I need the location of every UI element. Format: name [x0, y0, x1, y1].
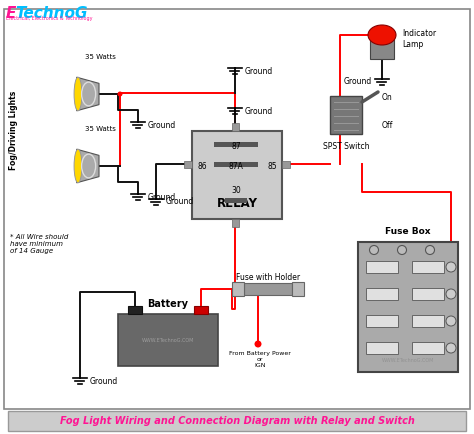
Bar [366, 288, 398, 300]
Bar [330, 96, 362, 134]
Circle shape [370, 246, 379, 254]
Bar [282, 161, 290, 168]
Text: Ground: Ground [245, 106, 273, 115]
Text: Battery: Battery [147, 299, 189, 309]
Polygon shape [77, 149, 99, 183]
Text: SPST Switch: SPST Switch [323, 142, 369, 151]
Text: WWW.ETechnoG.COM: WWW.ETechnoG.COM [142, 338, 194, 342]
Text: From Battery Power
or
IGN: From Battery Power or IGN [229, 351, 291, 368]
Text: Fog Light Wiring and Connection Diagram with Relay and Switch: Fog Light Wiring and Connection Diagram … [60, 416, 414, 426]
Bar [366, 261, 398, 273]
Text: Ground: Ground [166, 197, 194, 207]
Text: On: On [382, 93, 393, 102]
Text: Fuse with Holder: Fuse with Holder [236, 273, 300, 282]
Text: 35 Watts: 35 Watts [84, 126, 116, 132]
Circle shape [446, 289, 456, 299]
Bar [8, 411, 466, 431]
Text: Off: Off [382, 122, 393, 131]
Bar [232, 219, 239, 227]
Bar [358, 242, 458, 372]
Bar [366, 315, 398, 327]
Circle shape [446, 343, 456, 353]
Text: Ground: Ground [148, 193, 176, 201]
Text: WWW.ETechnoG.COM: WWW.ETechnoG.COM [382, 358, 434, 362]
Ellipse shape [74, 149, 82, 183]
Circle shape [426, 246, 435, 254]
Text: E: E [6, 6, 17, 21]
Bar [412, 288, 444, 300]
Bar [214, 142, 258, 147]
Bar [366, 342, 398, 354]
Bar [184, 161, 192, 168]
Bar [232, 123, 239, 131]
Text: 87: 87 [231, 142, 241, 151]
Circle shape [446, 316, 456, 326]
Bar [412, 261, 444, 273]
Text: Electrical, Electronics & Technology: Electrical, Electronics & Technology [6, 16, 92, 21]
Bar [244, 283, 292, 295]
Text: 30: 30 [231, 186, 241, 195]
Bar [232, 282, 244, 296]
Bar [225, 198, 247, 203]
Bar [128, 306, 142, 314]
Bar [192, 131, 282, 219]
Bar [118, 314, 218, 366]
Circle shape [255, 341, 262, 348]
Text: Ground: Ground [148, 121, 176, 129]
Text: 35 Watts: 35 Watts [84, 54, 116, 60]
Circle shape [446, 262, 456, 272]
Ellipse shape [368, 25, 396, 45]
Bar [412, 315, 444, 327]
Text: RELAY: RELAY [217, 197, 257, 210]
Text: Ground: Ground [245, 66, 273, 76]
Ellipse shape [74, 77, 82, 111]
Text: 87A: 87A [228, 162, 244, 171]
Bar [214, 162, 258, 167]
Text: Ground: Ground [90, 377, 118, 385]
Text: 85: 85 [267, 162, 277, 171]
Text: 86: 86 [197, 162, 207, 171]
Text: Indicator
Lamp: Indicator Lamp [402, 30, 436, 49]
Text: TechnoG: TechnoG [15, 6, 88, 21]
Polygon shape [77, 77, 99, 111]
Bar [412, 342, 444, 354]
Circle shape [398, 246, 407, 254]
Bar [194, 306, 208, 314]
Text: Fuse Box: Fuse Box [385, 227, 431, 237]
Bar [370, 39, 394, 59]
Bar [292, 282, 304, 296]
Text: * All Wire should
have minimum
of 14 Gauge: * All Wire should have minimum of 14 Gau… [10, 234, 68, 254]
Circle shape [118, 92, 122, 96]
Text: Fog/Driving Lights: Fog/Driving Lights [9, 90, 18, 170]
Text: Ground: Ground [344, 78, 372, 86]
